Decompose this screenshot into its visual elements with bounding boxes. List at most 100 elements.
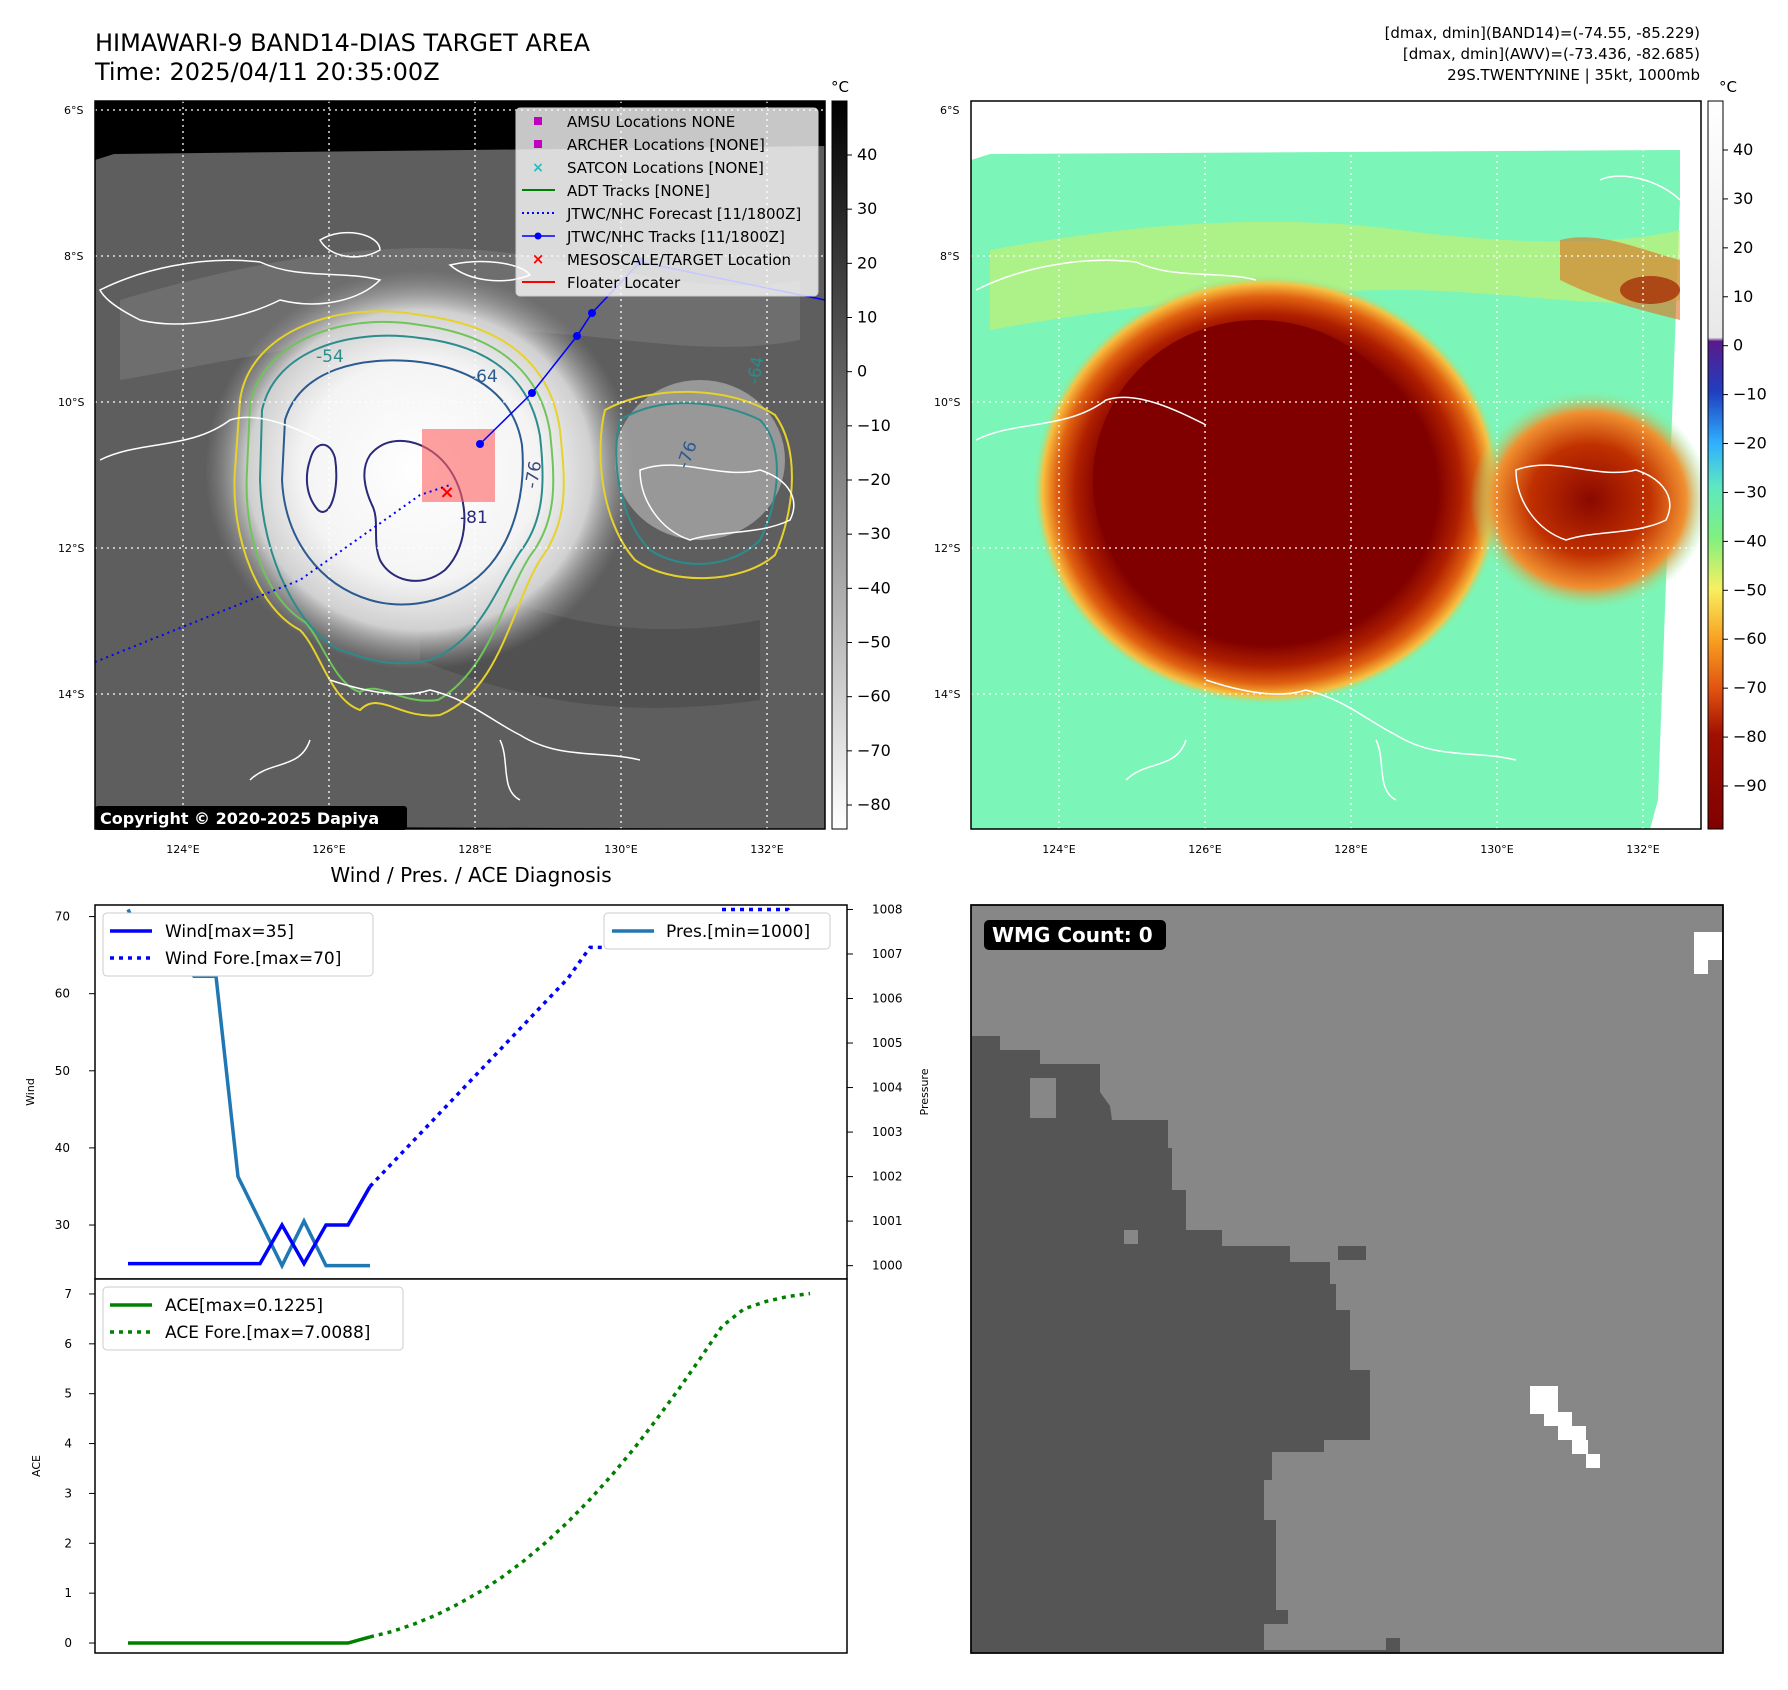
colorbar-color-tick-label: −60: [1733, 629, 1767, 648]
colorbar-color-tick-label: 30: [1733, 189, 1753, 208]
pressure-legend: Pres.[min=1000]: [603, 912, 831, 950]
pressure-tick-label: 1006: [872, 992, 903, 1006]
colorbar-color-tick-label: 20: [1733, 238, 1753, 257]
legend-wind: Wind[max=35]: [165, 922, 294, 942]
wmg-panel: WMG Count: 0: [970, 904, 1724, 1654]
colorbar-color-tick-label: 10: [1733, 287, 1753, 306]
pressure-tick-label: 1005: [872, 1036, 903, 1050]
ace-tick-label: 3: [64, 1486, 72, 1500]
legend-archer: ARCHER Locations [NONE]: [567, 136, 765, 154]
colorbar-color-tick-label: −50: [1733, 580, 1767, 599]
wind-tick-label: 70: [55, 910, 70, 924]
legend-jtwc-forecast: JTWC/NHC Forecast [11/1800Z]: [566, 205, 801, 223]
colorbar-color-tick-label: 40: [1733, 140, 1753, 159]
lat-label: 8°S: [64, 250, 83, 263]
wmg-dark-region: [972, 1036, 1400, 1652]
colorbar-color-tick-label: −90: [1733, 776, 1767, 795]
ace-ylabel: ACE: [30, 1455, 43, 1477]
colorbar-color-tick-label: 0: [1733, 336, 1743, 355]
pressure-tick-label: 1004: [872, 1081, 903, 1095]
contour-green: [245, 320, 555, 702]
colorbar-gray-tick-label: −50: [857, 633, 891, 652]
ace-tick-label: 0: [64, 1636, 72, 1650]
ace-legend: ACE[max=0.1225] ACE Fore.[max=7.0088]: [102, 1286, 404, 1351]
map-gridlines-color: [971, 101, 1701, 829]
legend-amsu: AMSU Locations NONE: [567, 113, 735, 131]
diagnosis-title: Wind / Pres. / ACE Diagnosis: [330, 863, 611, 887]
legend-wind-fore: Wind Fore.[max=70]: [165, 949, 341, 969]
wind-series-1: [368, 914, 810, 1188]
wind-tick-label: 30: [55, 1218, 70, 1232]
pressure-tick-label: 1007: [872, 947, 903, 961]
lon-label-color: 130°E: [1480, 843, 1513, 856]
colorbar-color: °C 40 30 20 10 0 −10 −20 −30 −40 −50 −60 −70 −80 −90: [1707, 78, 1767, 830]
figure-time: Time: 2025/04/11 20:35:00Z: [94, 58, 440, 86]
colorbar-gray-tick-label: 40: [857, 145, 877, 164]
colorbar-color-unit: °C: [1719, 78, 1737, 96]
lon-label-color: 128°E: [1334, 843, 1367, 856]
storm-cloud: [205, 270, 635, 670]
coastline-color: [975, 175, 1681, 801]
wind-series-0: [128, 1185, 372, 1268]
colorbar-gray-tick-label: 30: [857, 199, 877, 218]
pressure-tick-label: 1001: [872, 1214, 903, 1228]
copyright-box: [95, 806, 407, 830]
contour-label: -64: [470, 367, 498, 387]
colorbar-gray-tick-label: 10: [857, 308, 877, 327]
colorbar-color-tick-label: −30: [1733, 482, 1767, 501]
legend-floater: Floater Locater: [567, 274, 681, 292]
ace-series-1: [369, 1291, 811, 1639]
colorbar-color-tick-label: −70: [1733, 678, 1767, 697]
map-legend: AMSU Locations NONE ARCHER Locations [NO…: [515, 107, 819, 297]
copyright: Copyright © 2020-2025 Dapiya: [100, 809, 379, 828]
lon-label-color: 132°E: [1626, 843, 1659, 856]
colorbar-gray-unit: °C: [831, 78, 849, 96]
legend-adt: ADT Tracks [NONE]: [567, 182, 710, 200]
lon-label: 124°E: [166, 843, 199, 856]
colorbar-color-tick-label: −80: [1733, 727, 1767, 746]
lon-label-color: 126°E: [1188, 843, 1221, 856]
stats-awv: [dmax, dmin](AWV)=(-73.436, -82.685): [1403, 45, 1700, 63]
svg-text:×: ×: [532, 250, 545, 268]
ace-series-0: [128, 1635, 371, 1645]
legend-pressure: Pres.[min=1000]: [666, 922, 810, 942]
wind-legend: Wind[max=35] Wind Fore.[max=70]: [102, 912, 374, 977]
wind-tick-label: 50: [55, 1064, 70, 1078]
storm-info: 29S.TWENTYNINE | 35kt, 1000mb: [1447, 66, 1700, 84]
stats-band14: [dmax, dmin](BAND14)=(-74.55, -85.229): [1385, 24, 1700, 42]
colorbar-gray-tick-label: −80: [857, 795, 891, 814]
lon-label: 132°E: [750, 843, 783, 856]
lat-label: 14°S: [58, 688, 84, 701]
colorbar-gray-tick-label: 0: [857, 362, 867, 381]
pressure-tick-label: 1002: [872, 1170, 903, 1184]
legend-ace-fore: ACE Fore.[max=7.0088]: [165, 1323, 370, 1343]
ir-color-map: [971, 101, 1701, 829]
contour-label: -64: [744, 355, 769, 386]
wind-ylabel: Wind: [24, 1078, 37, 1106]
contour-label: -76: [522, 459, 547, 490]
pressure-tick-label: 1003: [872, 1125, 903, 1139]
pressure-ylabel: Pressure: [918, 1068, 931, 1115]
colorbar-gray-tick-label: −20: [857, 470, 891, 489]
legend-satcon: SATCON Locations [NONE]: [567, 159, 764, 177]
wind-tick-label: 40: [55, 1141, 70, 1155]
lat-label: 10°S: [58, 396, 84, 409]
lon-label: 130°E: [604, 843, 637, 856]
lat-label: 6°S: [64, 104, 83, 117]
lat-label-color: 6°S: [940, 104, 959, 117]
legend-jtwc-tracks: JTWC/NHC Tracks [11/1800Z]: [566, 228, 785, 246]
wind-tick-label: 60: [55, 987, 70, 1001]
pressure-tick-label: 1008: [872, 902, 903, 916]
lat-label-color: 12°S: [934, 542, 960, 555]
lat-label-color: 14°S: [934, 688, 960, 701]
ace-tick-label: 2: [64, 1536, 72, 1550]
figure-title: HIMAWARI-9 BAND14-DIAS TARGET AREA: [95, 29, 591, 57]
colorbar-gray-tick-label: −60: [857, 687, 891, 706]
lat-label-color: 10°S: [934, 396, 960, 409]
contour-yellow: [233, 310, 565, 717]
colorbar-color-tick-label: −20: [1733, 434, 1767, 453]
ace-tick-label: 4: [64, 1437, 72, 1451]
colorbar-gray: °C 40 30 20 10 0 −10 −20 −30 −40 −50 −60 −70 −80: [831, 78, 891, 830]
wind-pressure-panel: 70 60 50 40 30 1008 1007 1006 1005 1004 1003 1002 1…: [24, 902, 931, 1280]
